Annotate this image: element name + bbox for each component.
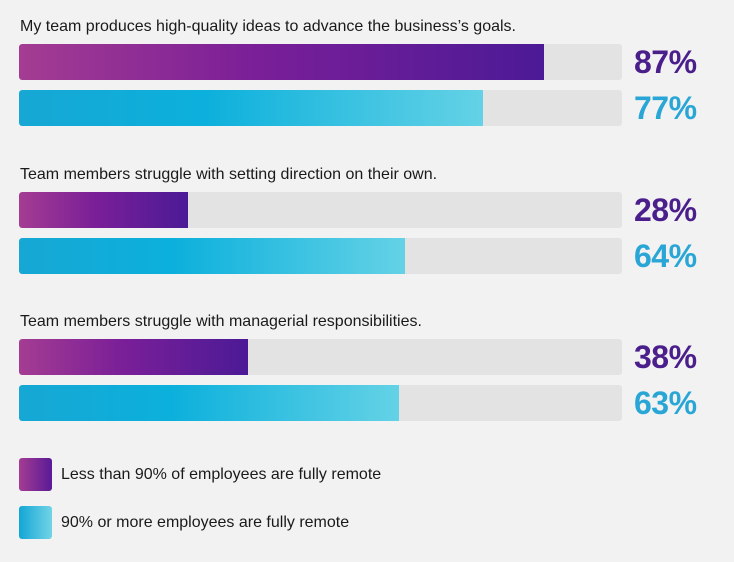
- legend-label: Less than 90% of employees are fully rem…: [61, 466, 382, 483]
- bar-track: [19, 238, 622, 274]
- bar-fill-blue: [19, 90, 484, 126]
- question-label: Team members struggle with setting direc…: [20, 166, 438, 183]
- bar-track: [19, 44, 622, 80]
- bar-fill-purple: [19, 192, 188, 228]
- bar-track: [19, 192, 622, 228]
- bar-track: [19, 339, 622, 375]
- legend-swatch-purple: [19, 458, 52, 491]
- value-label: 63%: [634, 385, 697, 421]
- question-label: Team members struggle with managerial re…: [20, 313, 422, 330]
- bar-track: [19, 385, 622, 421]
- question-label: My team produces high-quality ideas to a…: [20, 18, 516, 35]
- value-label: 64%: [634, 238, 697, 274]
- legend-label: 90% or more employees are fully remote: [61, 514, 350, 531]
- value-label: 87%: [634, 44, 697, 80]
- legend-swatch-blue: [19, 506, 52, 539]
- value-label: 28%: [634, 192, 697, 228]
- bar-track: [19, 90, 622, 126]
- bar-fill-blue: [19, 238, 405, 274]
- bar-fill-purple: [19, 44, 544, 80]
- value-label: 38%: [634, 339, 697, 375]
- bar-fill-purple: [19, 339, 249, 375]
- bar-fill-blue: [19, 385, 399, 421]
- value-label: 77%: [634, 90, 697, 126]
